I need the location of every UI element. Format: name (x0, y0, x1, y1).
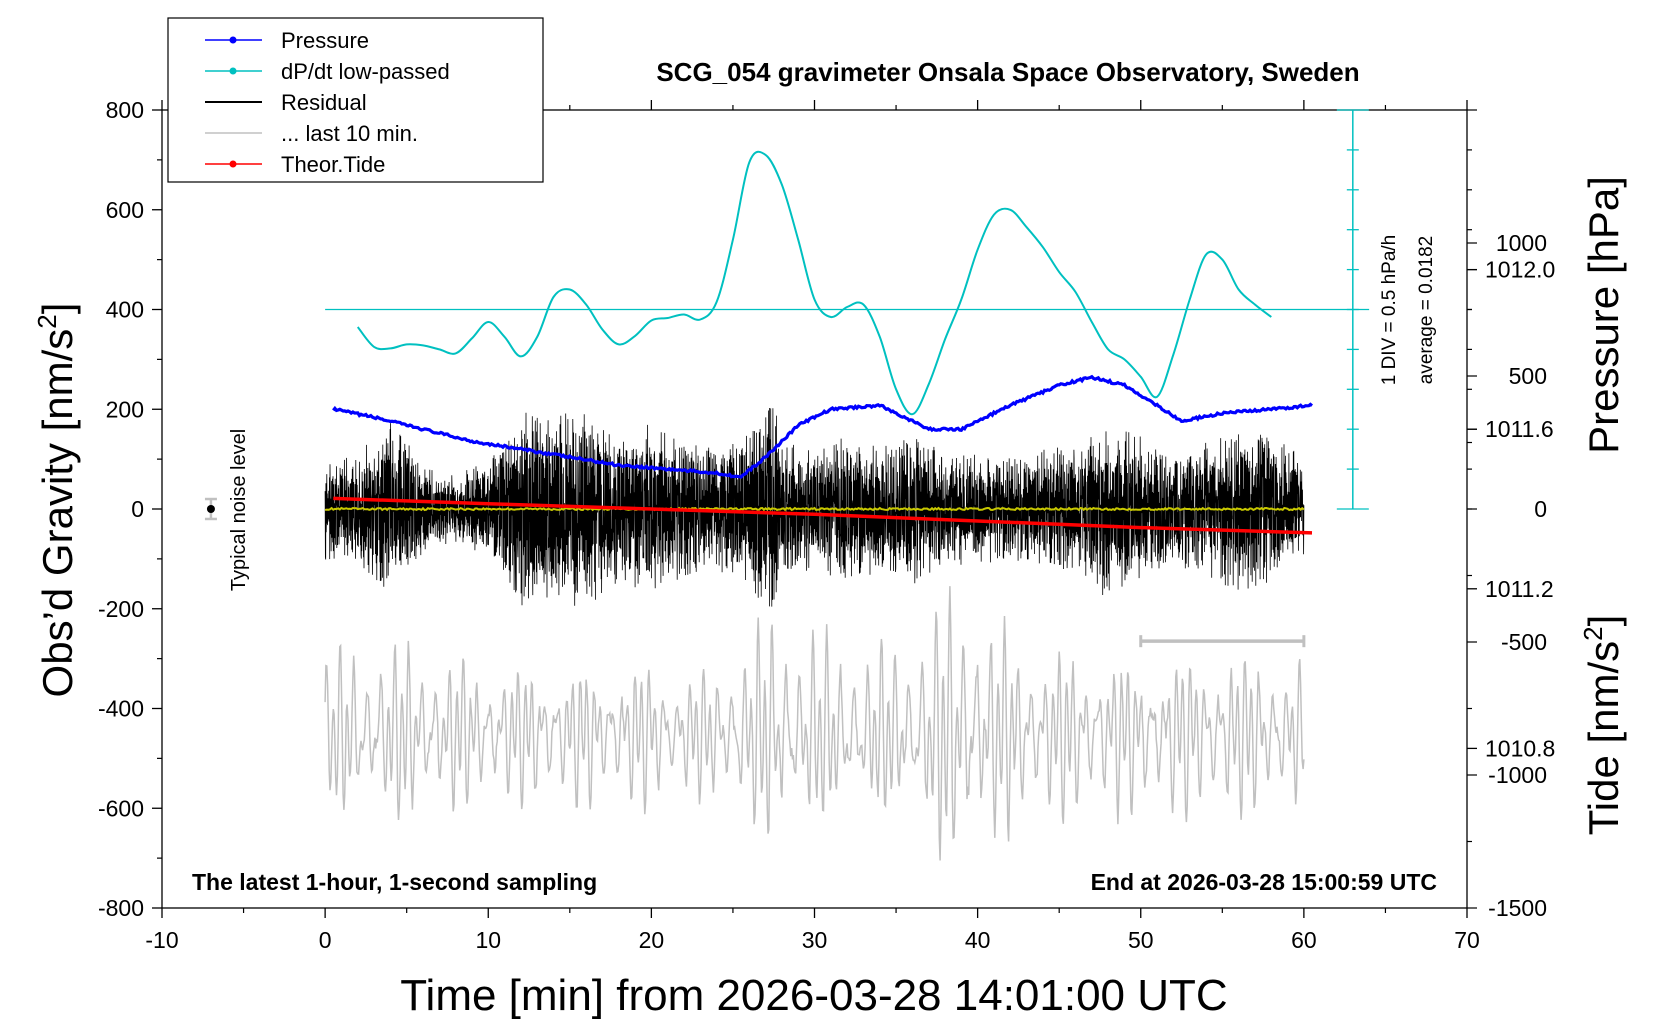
tide-tick-label: -500 (1501, 629, 1547, 655)
tide-tick-label: 1000 (1496, 230, 1547, 256)
dpdt-trace (356, 150, 1272, 416)
legend-label: Theor.Tide (281, 152, 385, 177)
x-tick-label: 20 (639, 927, 665, 953)
legend-marker (229, 36, 237, 44)
tide-tick-label: 0 (1534, 496, 1547, 522)
legend-label: Pressure (281, 28, 369, 53)
annotation-bottom-left: The latest 1-hour, 1-second sampling (192, 869, 597, 895)
legend-box (167, 17, 544, 183)
pressure-tick-label: 1012.0 (1485, 257, 1555, 283)
x-tick-label: -10 (145, 927, 178, 953)
y-tick-label: 400 (106, 297, 144, 323)
last-10-min-trace (324, 586, 1305, 861)
x-tick-label: 0 (319, 927, 332, 953)
x-tick-label: 60 (1291, 927, 1317, 953)
y-tick-label: -800 (98, 895, 144, 921)
dpdt-scale-label: 1 DIV = 0.5 hPa/h (1379, 235, 1400, 386)
dpdt-average-label: average = 0.0182 (1416, 236, 1437, 384)
noise-level-label: Typical noise level (228, 429, 250, 591)
pressure-tick-label: 1011.6 (1485, 416, 1554, 442)
y-tick-label: -400 (98, 696, 144, 722)
annotation-bottom-right: End at 2026-03-28 15:00:59 UTC (1091, 869, 1437, 895)
legend-label: ... last 10 min. (281, 121, 418, 146)
chart-title: SCG_054 gravimeter Onsala Space Observat… (656, 57, 1359, 87)
pressure-tick-label: 1011.2 (1485, 576, 1554, 602)
legend-marker (229, 160, 237, 168)
tide-tick-label: -1000 (1488, 762, 1547, 788)
lowpassed-residual-trace (324, 506, 1305, 512)
y-tick-label: 200 (106, 396, 144, 422)
x-tick-label: 70 (1454, 927, 1480, 953)
left-axis-label: Obs’d Gravity [nm/s2] (32, 303, 81, 698)
x-axis-label: Time [min] from 2026-03-28 14:01:00 UTC (400, 971, 1227, 1020)
y-tick-label: -600 (98, 795, 144, 821)
tide-tick-label: -1500 (1488, 895, 1547, 921)
y-tick-label: 800 (106, 97, 144, 123)
x-tick-label: 30 (802, 927, 828, 953)
y-tick-label: 600 (106, 197, 144, 223)
y-tick-label: -200 (98, 596, 144, 622)
tide-axis-label: Tide [nm/s2] (1578, 615, 1627, 836)
y-tick-label: 0 (131, 496, 144, 522)
theor-tide-trace (333, 496, 1313, 535)
x-tick-label: 40 (965, 927, 991, 953)
legend-label: dP/dt low-passed (281, 59, 450, 84)
x-tick-label: 50 (1128, 927, 1154, 953)
noise-bar-point (206, 505, 215, 513)
legend-marker (229, 67, 237, 75)
pressure-axis-label: Pressure [hPa] (1580, 176, 1627, 454)
pressure-trace (332, 374, 1314, 479)
legend-label: Residual (281, 90, 367, 115)
tide-tick-label: 500 (1509, 363, 1547, 389)
residual-trace (324, 407, 1305, 607)
x-tick-label: 10 (475, 927, 501, 953)
pressure-tick-label: 1010.8 (1485, 735, 1555, 761)
